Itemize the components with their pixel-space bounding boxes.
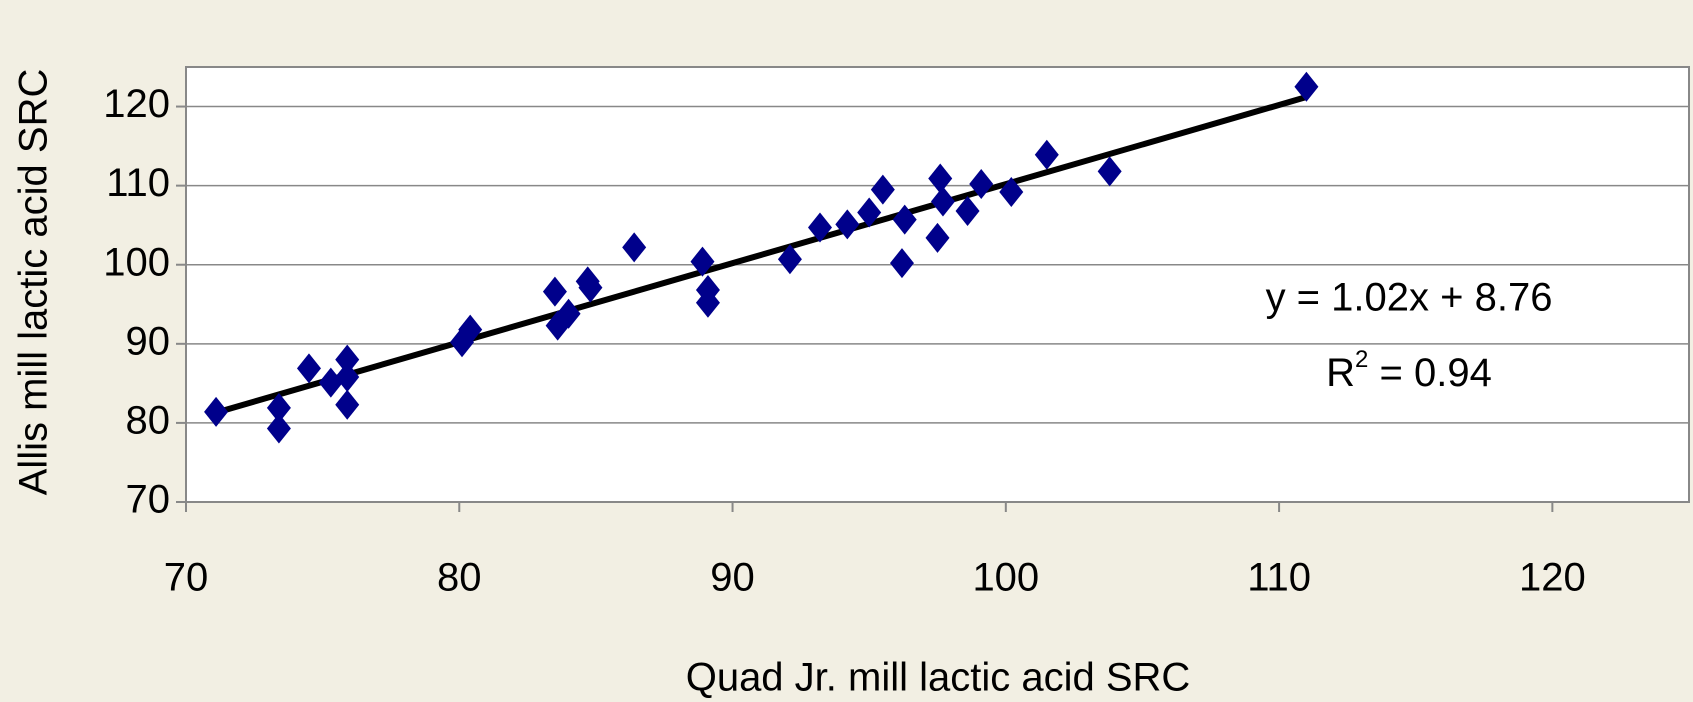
r-rest: = 0.94 [1368, 351, 1491, 395]
point [204, 396, 229, 427]
y-axis-label: Allis mill lactic acid SRC [12, 69, 56, 496]
point [777, 244, 802, 275]
point [296, 353, 321, 384]
y-tick-label: 90 [126, 319, 171, 363]
point [857, 197, 882, 228]
point [266, 413, 291, 444]
point [969, 169, 994, 200]
x-tick-label: 70 [164, 556, 209, 600]
point [1097, 156, 1122, 187]
x-tick-label: 110 [1247, 556, 1311, 600]
x-tick-label: 80 [437, 556, 482, 600]
plot-area [185, 66, 1690, 503]
point [807, 212, 832, 243]
y-tick-label: 100 [103, 240, 170, 284]
point [458, 314, 483, 345]
x-tick-label: 120 [1519, 556, 1586, 600]
r-base: R [1326, 351, 1355, 395]
point [542, 276, 567, 307]
y-tick-label: 110 [106, 161, 170, 205]
point [889, 248, 914, 279]
point [999, 176, 1024, 207]
point [266, 392, 291, 423]
y-tick-label: 70 [126, 478, 171, 522]
trendline [215, 94, 1308, 416]
point [335, 344, 360, 375]
equation: y = 1.02x + 8.76 [1266, 276, 1553, 320]
x-axis-label: Quad Jr. mill lactic acid SRC [686, 656, 1191, 700]
point [622, 232, 647, 263]
point [335, 362, 360, 393]
point [556, 298, 581, 329]
point [695, 287, 720, 318]
y-tick-label: 80 [126, 398, 171, 442]
x-tick-label: 100 [972, 556, 1039, 600]
point [578, 272, 603, 303]
point [928, 163, 953, 194]
x-tick-label: 90 [710, 556, 755, 600]
point [930, 186, 955, 217]
point [1294, 71, 1319, 102]
r-squared: R2 = 0.94 [1326, 346, 1492, 394]
point [690, 246, 715, 277]
point [955, 195, 980, 226]
point [870, 174, 895, 205]
y-tick-label: 120 [103, 82, 170, 126]
point [835, 209, 860, 240]
point [925, 222, 950, 253]
r-sup: 2 [1355, 346, 1368, 373]
point [335, 389, 360, 420]
point [1034, 139, 1059, 170]
point [892, 204, 917, 235]
